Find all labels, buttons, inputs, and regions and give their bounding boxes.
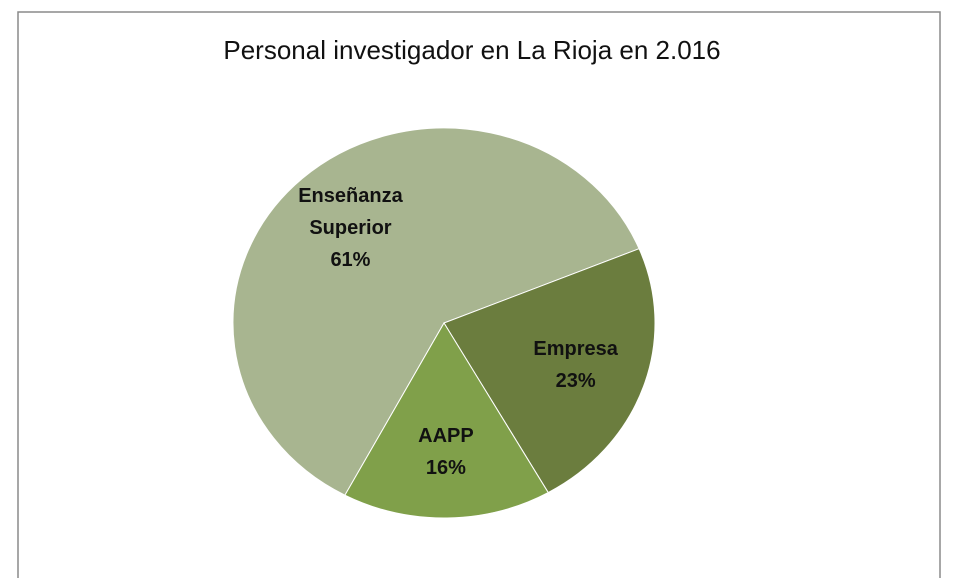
slice-value: 23%	[555, 369, 596, 392]
slice-value: 61%	[330, 248, 371, 271]
slice-label: Empresa 23%	[501, 333, 651, 397]
pie-slice	[232, 127, 640, 496]
slice-category: Empresa	[533, 337, 618, 360]
slice-value: 16%	[425, 456, 466, 479]
pie-slice	[443, 248, 656, 494]
slice-category: Enseñanza Superior	[298, 184, 403, 239]
slice-category: AAPP	[418, 424, 474, 447]
chart-title: Personal investigador en La Rioja en 2.0…	[223, 35, 720, 65]
slice-label: AAPP 16%	[371, 420, 521, 484]
pie-slice	[344, 322, 549, 519]
slice-label: Enseñanza Superior 61%	[275, 180, 425, 276]
